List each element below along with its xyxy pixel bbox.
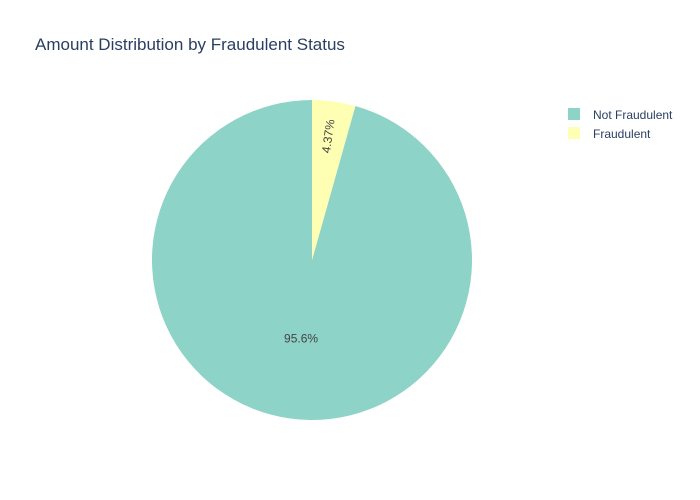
legend-item-fraudulent[interactable]: Fraudulent: [568, 127, 651, 141]
legend-label-fraudulent: Fraudulent: [593, 127, 651, 141]
legend-item-not-fraudulent[interactable]: Not Fraudulent: [568, 108, 673, 122]
pie-slices: [152, 100, 472, 420]
slice-label-fraudulent: 4.37%: [319, 118, 338, 154]
chart-title: Amount Distribution by Fraudulent Status: [35, 35, 345, 54]
pie-slice-labels: 95.6% 4.37%: [284, 118, 338, 345]
legend-label-not-fraudulent: Not Fraudulent: [593, 108, 673, 122]
legend-swatch-not-fraudulent: [568, 108, 580, 120]
legend: Not Fraudulent Fraudulent: [568, 108, 673, 141]
pie-slice-fraudulent[interactable]: [312, 100, 356, 260]
legend-swatch-fraudulent: [568, 127, 580, 139]
slice-label-not-fraudulent: 95.6%: [284, 331, 318, 345]
